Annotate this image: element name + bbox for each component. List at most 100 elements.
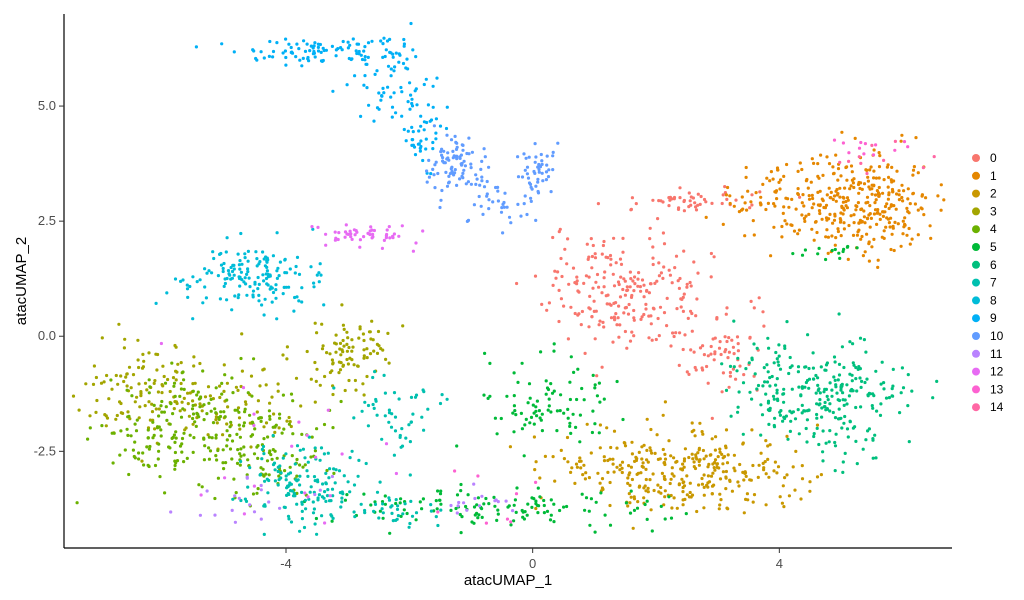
point-cluster-6 (775, 397, 780, 401)
point-cluster-6 (815, 426, 819, 430)
point-cluster-2 (669, 477, 673, 481)
point-cluster-7 (393, 415, 398, 419)
point-cluster-6 (822, 390, 826, 394)
point-cluster-0 (590, 315, 594, 319)
point-cluster-6 (818, 398, 822, 402)
point-cluster-6 (804, 380, 809, 385)
point-cluster-3 (236, 406, 241, 410)
point-cluster-2 (681, 481, 685, 485)
point-cluster-6 (774, 350, 778, 355)
point-cluster-3 (141, 352, 145, 356)
point-cluster-3 (191, 399, 195, 403)
point-cluster-5 (394, 501, 398, 506)
point-cluster-0 (731, 345, 736, 349)
point-cluster-3 (162, 374, 166, 379)
point-cluster-6 (756, 383, 761, 388)
point-cluster-5 (476, 496, 480, 500)
point-cluster-7 (290, 489, 294, 493)
point-cluster-0 (566, 337, 571, 341)
point-cluster-0 (709, 251, 714, 256)
point-cluster-7 (366, 403, 371, 408)
point-cluster-4 (86, 437, 90, 441)
point-cluster-9 (367, 103, 371, 107)
point-cluster-6 (833, 378, 837, 382)
point-cluster-2 (663, 457, 668, 461)
point-cluster-0 (710, 201, 714, 205)
point-cluster-1 (914, 136, 918, 140)
point-cluster-7 (438, 401, 443, 406)
point-cluster-0 (515, 281, 519, 286)
point-cluster-0 (547, 301, 552, 305)
point-cluster-5 (552, 520, 556, 524)
point-cluster-2 (608, 503, 612, 508)
point-cluster-0 (720, 390, 724, 394)
point-cluster-6 (803, 385, 807, 389)
point-cluster-1 (801, 193, 805, 197)
point-cluster-4 (192, 436, 196, 440)
point-cluster-1 (832, 218, 837, 222)
point-cluster-11 (455, 511, 459, 515)
point-cluster-6 (837, 312, 841, 316)
point-cluster-8 (240, 262, 244, 266)
point-cluster-0 (602, 285, 606, 289)
point-cluster-5 (645, 517, 649, 522)
point-cluster-6 (864, 350, 868, 354)
point-cluster-8 (269, 285, 273, 289)
point-cluster-2 (566, 460, 570, 464)
point-cluster-5 (470, 520, 474, 524)
point-cluster-10 (450, 169, 454, 173)
point-cluster-6 (882, 381, 886, 385)
point-cluster-7 (262, 452, 266, 456)
point-cluster-6 (862, 338, 867, 342)
point-cluster-0 (590, 266, 594, 270)
point-cluster-6 (787, 371, 791, 376)
point-cluster-3 (119, 374, 123, 378)
point-cluster-11 (465, 508, 469, 512)
point-cluster-3 (214, 415, 218, 419)
point-cluster-5 (599, 491, 603, 495)
legend-key-8 (972, 296, 980, 305)
point-cluster-0 (611, 340, 615, 344)
point-cluster-0 (597, 323, 601, 327)
point-cluster-8 (257, 262, 261, 266)
point-cluster-6 (828, 429, 832, 433)
point-cluster-6 (842, 403, 846, 407)
point-cluster-7 (303, 498, 307, 502)
point-cluster-9 (362, 49, 366, 53)
point-cluster-8 (246, 249, 250, 253)
point-cluster-5 (362, 492, 366, 496)
point-cluster-0 (545, 308, 549, 312)
point-cluster-1 (836, 192, 840, 196)
point-cluster-9 (316, 45, 320, 50)
point-cluster-7 (333, 481, 337, 485)
point-cluster-10 (522, 202, 526, 206)
point-cluster-6 (856, 367, 860, 371)
point-cluster-10 (469, 182, 473, 186)
point-cluster-6 (880, 360, 884, 364)
point-cluster-12 (316, 225, 320, 229)
point-cluster-2 (600, 486, 605, 490)
point-cluster-2 (772, 469, 776, 473)
point-cluster-10 (505, 205, 509, 209)
point-cluster-2 (646, 486, 650, 490)
point-cluster-4 (242, 453, 246, 457)
point-cluster-13 (902, 140, 907, 144)
point-cluster-4 (325, 468, 329, 473)
point-cluster-2 (596, 471, 600, 475)
point-cluster-4 (242, 445, 246, 449)
point-cluster-6 (821, 450, 825, 454)
point-cluster-5 (566, 407, 570, 411)
point-cluster-2 (650, 451, 654, 455)
point-cluster-1 (889, 247, 893, 252)
point-cluster-1 (843, 186, 847, 190)
point-cluster-0 (724, 312, 728, 316)
point-cluster-0 (685, 285, 689, 289)
point-cluster-10 (529, 185, 533, 189)
point-cluster-3 (239, 384, 243, 389)
point-cluster-10 (516, 155, 520, 159)
point-cluster-8 (210, 271, 214, 275)
point-cluster-6 (890, 387, 894, 391)
point-cluster-10 (487, 198, 491, 202)
point-cluster-0 (671, 331, 675, 335)
point-cluster-3 (276, 389, 280, 393)
